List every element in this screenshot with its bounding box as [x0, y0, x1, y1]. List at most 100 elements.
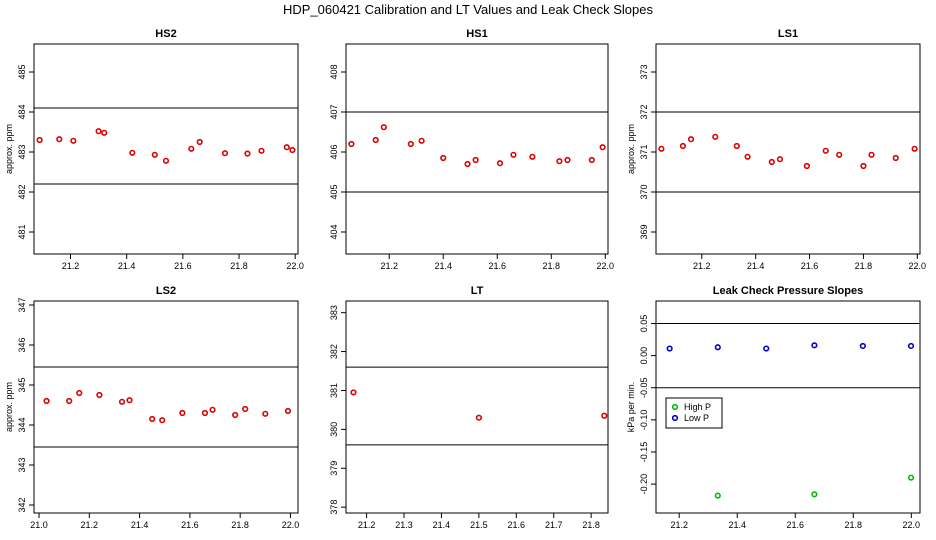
data-point	[201, 409, 209, 417]
x-tick-label: 21.4	[433, 520, 451, 530]
data-point	[380, 124, 387, 131]
data-point-low-p	[714, 344, 721, 351]
data-point	[258, 147, 265, 154]
x-tick-label: 21.2	[62, 261, 80, 271]
plot-frame	[345, 300, 609, 514]
y-tick-label: 406	[329, 144, 339, 159]
data-point	[529, 153, 536, 160]
data-point	[372, 136, 379, 144]
y-tick-label: 347	[17, 297, 27, 312]
data-point	[712, 133, 719, 140]
data-point	[126, 397, 133, 404]
x-tick-label: 21.2	[670, 520, 688, 530]
data-point	[679, 142, 687, 150]
y-tick-label: 379	[329, 461, 339, 476]
x-tick-label: 21.4	[747, 261, 765, 271]
y-tick-label: 372	[639, 104, 649, 119]
data-point-high-p	[907, 474, 915, 481]
x-tick-label: 21.7	[545, 520, 563, 530]
y-tick-label: 407	[329, 104, 339, 119]
panel-title: LS2	[156, 285, 176, 297]
x-tick-label: 21.5	[470, 520, 488, 530]
data-point	[96, 391, 103, 399]
y-axis-label: approx. ppm	[4, 382, 14, 432]
data-point	[588, 156, 595, 164]
data-point	[658, 145, 665, 152]
legend-box	[665, 397, 723, 429]
data-point	[733, 142, 740, 150]
x-tick-label: 21.2	[380, 261, 398, 271]
legend-entry: Low P	[684, 413, 709, 423]
data-point	[776, 156, 784, 163]
data-point	[242, 405, 249, 413]
y-tick-label: -0.05	[639, 377, 649, 398]
data-point	[151, 151, 158, 158]
panel-title: LS1	[778, 28, 798, 40]
x-tick-label: 21.0	[30, 520, 48, 530]
x-tick-label: 21.6	[174, 261, 192, 271]
figure-title: HDP_060421 Calibration and LT Values and…	[283, 2, 654, 17]
y-tick-label: 378	[329, 500, 339, 515]
plot-frame	[655, 43, 921, 255]
y-tick-label: 0.05	[639, 315, 649, 333]
data-point	[860, 162, 867, 170]
panel-title: LT	[471, 285, 484, 297]
y-tick-label: 404	[329, 224, 339, 239]
x-tick-label: 21.8	[582, 520, 600, 530]
panel-lt: LT 21.2 21.3 21.4 21.5 21.6 21.7 21.8 378 379 380 3…	[329, 285, 609, 530]
y-tick-label: 373	[639, 64, 649, 79]
y-tick-label: 382	[329, 344, 339, 359]
data-point	[601, 412, 608, 419]
data-point	[556, 158, 563, 165]
plot-frame	[33, 43, 299, 255]
data-point	[868, 151, 875, 158]
legend-marker	[671, 414, 679, 422]
x-tick-label: 22.0	[282, 520, 300, 530]
data-point	[262, 410, 269, 417]
x-tick-label: 21.4	[434, 261, 452, 271]
x-tick-label: 21.8	[855, 261, 873, 271]
y-tick-label: 371	[639, 144, 649, 159]
y-tick-label: 405	[329, 184, 339, 199]
panel-leak: Leak Check Pressure Slopes 21.2 21.4 21.6 21…	[626, 285, 921, 530]
x-tick-label: 21.6	[786, 520, 804, 530]
x-tick-label: 21.4	[728, 520, 746, 530]
data-point	[43, 397, 50, 405]
panel-hs2: HS2 21.2 21.4 21.6 21.8 22.0 481 482 483 484 485 ap…	[4, 28, 304, 271]
panel-ls1: LS1 21.2 21.4 21.6 21.8 22.0 369 370 371 372 373 ap…	[626, 28, 926, 271]
data-point	[36, 136, 43, 144]
data-point-low-p	[811, 342, 818, 349]
x-tick-label: 21.2	[358, 520, 376, 530]
data-point	[803, 162, 810, 170]
data-point	[911, 145, 918, 152]
legend-entry: High P	[684, 402, 711, 412]
plot-frame	[345, 43, 609, 255]
y-tick-label: -0.20	[639, 474, 649, 495]
legend-marker	[671, 403, 679, 411]
panel-title: HS2	[155, 28, 176, 40]
y-tick-label: 482	[17, 184, 27, 199]
data-point-high-p	[714, 492, 721, 499]
plot-frame	[655, 300, 921, 514]
data-point-low-p	[666, 345, 673, 352]
data-point	[66, 397, 73, 405]
data-point	[599, 144, 606, 151]
data-point	[496, 160, 504, 167]
y-tick-label: 369	[639, 224, 649, 239]
y-tick-label: 408	[329, 64, 339, 79]
data-point	[149, 415, 156, 423]
chart-panels: HS2 21.2 21.4 21.6 21.8 22.0 481 482 483 484 485 ap…	[4, 28, 926, 530]
y-tick-label: 343	[17, 457, 27, 472]
panel-title: Leak Check Pressure Slopes	[713, 285, 863, 297]
x-tick-label: 21.8	[230, 261, 248, 271]
plot-frame	[33, 300, 299, 514]
data-point	[472, 156, 479, 164]
y-axis-label: approx. ppm	[4, 124, 14, 174]
data-point	[221, 150, 229, 157]
y-tick-label: 370	[639, 184, 649, 199]
x-tick-label: 22.0	[597, 261, 615, 271]
data-point	[244, 150, 251, 157]
x-tick-label: 21.3	[395, 520, 413, 530]
y-tick-label: 484	[17, 104, 27, 119]
